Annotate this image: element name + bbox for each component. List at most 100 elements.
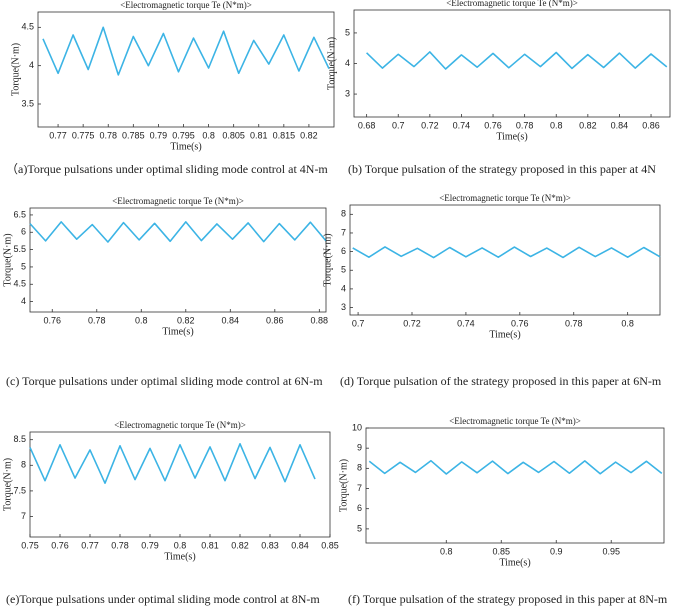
y-tick-label: 8	[21, 460, 26, 470]
plot-area	[29, 431, 331, 538]
x-tick-label: 0.78	[111, 540, 129, 550]
x-tick-label: 0.83	[261, 540, 279, 550]
torque-line	[366, 51, 668, 70]
y-tick-label: 6	[357, 503, 362, 513]
y-tick-label: 6.5	[13, 209, 26, 219]
x-tick-label: 0.76	[484, 120, 502, 130]
plot-area	[349, 204, 661, 316]
y-tick-label: 3.5	[21, 98, 34, 108]
torque-line	[42, 26, 330, 76]
caption: (e)Torque pulsations under optimal slidi…	[6, 592, 320, 606]
caption: (b) Torque pulsation of the strategy pro…	[348, 162, 656, 176]
x-tick-label: 0.74	[457, 318, 475, 328]
x-tick-label: 0.81	[250, 130, 268, 140]
plot-area	[353, 9, 671, 118]
x-tick-label: 0.82	[300, 130, 318, 140]
x-tick-label: 0.84	[611, 120, 629, 130]
y-tick-label: 8.5	[13, 434, 26, 444]
y-axis-label: Torque(N·m)	[326, 37, 337, 90]
y-tick-label: 9	[357, 443, 362, 453]
x-tick-label: 0.8	[440, 546, 453, 556]
y-tick-label: 7	[341, 227, 346, 237]
x-tick-label: 0.74	[453, 120, 471, 130]
x-tick-label: 0.785	[122, 130, 145, 140]
x-tick-label: 0.86	[642, 120, 660, 130]
y-tick-label: 7	[21, 511, 26, 521]
chart-title: <Electromagnetic torque Te (N*m)>	[114, 420, 246, 430]
x-tick-label: 0.8	[550, 120, 563, 130]
x-tick-label: 0.775	[72, 130, 95, 140]
x-tick-label: 0.86	[266, 315, 284, 325]
x-tick-label: 0.79	[141, 540, 159, 550]
x-axis-label: Time(s)	[496, 131, 527, 142]
caption: (c) Torque pulsations under optimal slid…	[6, 374, 323, 388]
y-tick-label: 4	[341, 283, 346, 293]
x-axis-label: Time(s)	[164, 551, 195, 562]
x-tick-label: 0.82	[579, 120, 597, 130]
x-axis-label: Time(s)	[162, 326, 193, 337]
torque-line	[29, 443, 316, 484]
x-tick-label: 0.75	[21, 540, 39, 550]
x-tick-label: 0.95	[602, 546, 620, 556]
x-tick-label: 0.8	[202, 130, 215, 140]
x-tick-label: 0.72	[421, 120, 439, 130]
x-tick-label: 0.8	[135, 315, 148, 325]
y-tick-label: 5	[341, 265, 346, 275]
x-tick-label: 0.7	[392, 120, 405, 130]
chart-title: <Electromagnetic torque Te (N*m)>	[439, 193, 571, 203]
x-tick-label: 0.85	[492, 546, 510, 556]
x-tick-label: 0.76	[51, 540, 69, 550]
chart-title: <Electromagnetic torque Te (N*m)>	[112, 196, 244, 206]
y-axis-label: Torque(N·m)	[2, 233, 13, 286]
x-tick-label: 0.9	[550, 546, 563, 556]
y-tick-label: 5	[357, 523, 362, 533]
y-axis-label: Torque(N·m)	[322, 233, 333, 286]
y-tick-label: 5.5	[13, 244, 26, 254]
caption: (f) Torque pulsation of the strategy pro…	[348, 592, 668, 606]
torque-line	[368, 459, 663, 475]
x-tick-label: 0.77	[49, 130, 67, 140]
x-tick-label: 0.85	[321, 540, 339, 550]
x-tick-label: 0.84	[222, 315, 240, 325]
x-tick-label: 0.76	[43, 315, 61, 325]
y-tick-label: 5	[345, 27, 350, 37]
x-tick-label: 0.795	[172, 130, 195, 140]
y-tick-label: 5	[21, 261, 26, 271]
x-axis-label: Time(s)	[170, 141, 201, 152]
x-tick-label: 0.84	[291, 540, 309, 550]
y-tick-label: 3	[341, 302, 346, 312]
x-tick-label: 0.78	[99, 130, 117, 140]
chart-title: <Electromagnetic torque Te (N*m)>	[120, 0, 252, 10]
y-tick-label: 4.5	[13, 279, 26, 289]
chart-title: <Electromagnetic torque Te (N*m)>	[446, 0, 578, 8]
y-tick-label: 6	[341, 246, 346, 256]
x-tick-label: 0.815	[273, 130, 296, 140]
x-tick-label: 0.8	[621, 318, 634, 328]
y-tick-label: 4	[345, 58, 350, 68]
y-tick-label: 8	[357, 463, 362, 473]
caption: （a)Torque pulsations under optimal slidi…	[6, 162, 328, 176]
x-tick-label: 0.78	[88, 315, 106, 325]
y-tick-label: 8	[341, 209, 346, 219]
chart-title: <Electromagnetic torque Te (N*m)>	[449, 416, 581, 426]
x-tick-label: 0.77	[81, 540, 99, 550]
x-axis-label: Time(s)	[499, 557, 530, 568]
x-tick-label: 0.8	[174, 540, 187, 550]
x-tick-label: 0.82	[231, 540, 249, 550]
y-tick-label: 4.5	[21, 22, 34, 32]
x-tick-label: 0.72	[403, 318, 421, 328]
y-tick-label: 4	[21, 296, 26, 306]
torque-line	[352, 246, 661, 259]
y-tick-label: 7	[357, 483, 362, 493]
x-tick-label: 0.68	[358, 120, 376, 130]
caption: (d) Torque pulsation of the strategy pro…	[340, 374, 662, 388]
y-axis-label: Torque(N·m)	[10, 43, 21, 96]
x-tick-label: 0.805	[222, 130, 245, 140]
x-axis-label: Time(s)	[489, 329, 520, 340]
y-axis-label: Torque(N·m)	[338, 459, 349, 512]
plot-area	[29, 207, 327, 313]
x-tick-label: 0.81	[201, 540, 219, 550]
plot-area	[365, 427, 665, 544]
y-tick-label: 6	[21, 227, 26, 237]
x-tick-label: 0.78	[565, 318, 583, 328]
